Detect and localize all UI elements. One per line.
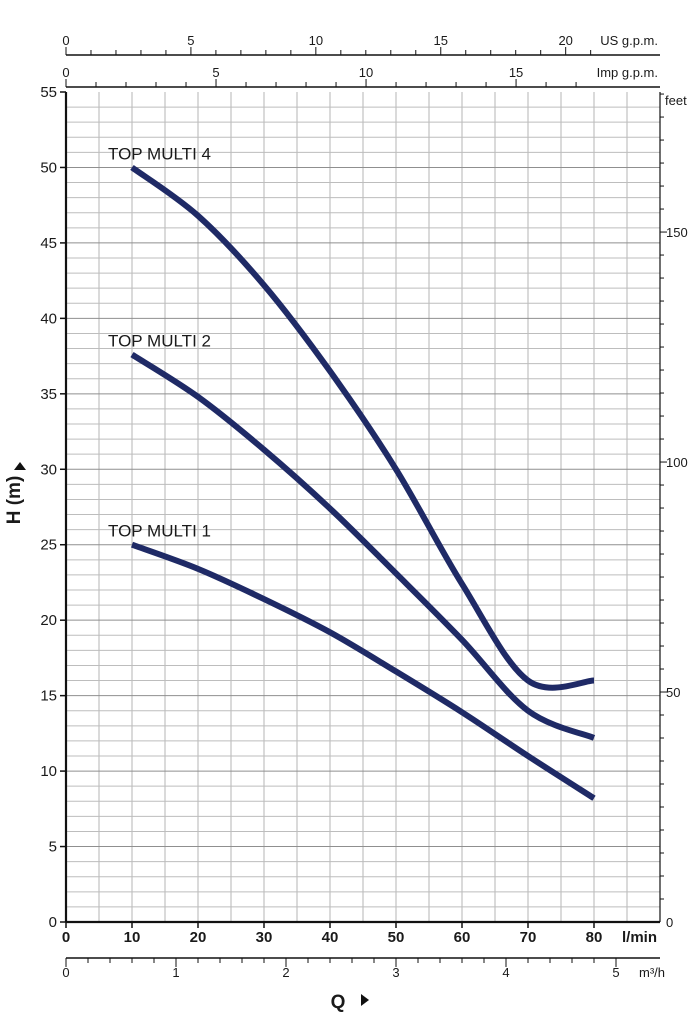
x-unit-label: l/min	[622, 929, 657, 946]
series-line-top-multi-4	[130, 165, 595, 691]
y-tick-label: 40	[40, 310, 57, 327]
x-tick-label: 0	[62, 929, 70, 946]
x-tick-label: 10	[124, 929, 141, 946]
y-tick-label: 50	[40, 159, 57, 176]
m3h-label: 4	[502, 965, 509, 980]
m3h-label: 5	[612, 965, 619, 980]
x-tick-label: 80	[586, 929, 603, 946]
x-tick-label: 60	[454, 929, 471, 946]
us-gpm-label: 0	[62, 33, 69, 48]
m3h-label: 1	[172, 965, 179, 980]
y-tick-label: 30	[40, 461, 57, 478]
y-tick-label: 15	[40, 688, 57, 705]
axes	[60, 47, 667, 967]
y-tick-label: 10	[40, 763, 57, 780]
y-tick-label: 45	[40, 235, 57, 252]
curves	[130, 165, 596, 801]
series-line-top-multi-1	[130, 541, 596, 801]
x-tick-label: 50	[388, 929, 405, 946]
y-tick-label: 35	[40, 386, 57, 403]
imp-gpm-label: 0	[62, 65, 69, 80]
m3h-label: 0	[62, 965, 69, 980]
right-axis-label: 50	[666, 685, 680, 700]
y-tick-label: 55	[40, 84, 57, 101]
imp-gpm-label: 5	[212, 65, 219, 80]
right-axis-label: 100	[666, 455, 688, 470]
series-label-top-multi-1: TOP MULTI 1	[108, 522, 211, 541]
series-line-top-multi-2	[130, 352, 596, 741]
right-axis-label: 150	[666, 225, 688, 240]
grid	[66, 92, 660, 922]
y-axis-title: H (m)	[4, 476, 25, 525]
series-label-top-multi-4: TOP MULTI 4	[108, 144, 211, 163]
us-gpm-label: 5	[187, 33, 194, 48]
m3h-label: 3	[392, 965, 399, 980]
y-tick-label: 5	[49, 839, 57, 856]
y-axis-arrow-icon	[14, 462, 26, 470]
imp-gpm-label: 10	[359, 65, 373, 80]
us-gpm-label: 20	[558, 33, 572, 48]
x-tick-label: 70	[520, 929, 537, 946]
m3h-unit: m³/h	[639, 965, 665, 980]
m3h-label: 2	[282, 965, 289, 980]
series-label-top-multi-2: TOP MULTI 2	[108, 332, 211, 351]
x-axis-arrow-icon	[361, 994, 369, 1006]
us-gpm-label: 15	[434, 33, 448, 48]
x-axis-title: Q	[331, 992, 346, 1013]
us-gpm-label: 10	[309, 33, 323, 48]
x-tick-label: 20	[190, 929, 207, 946]
y-tick-label: 20	[40, 612, 57, 629]
imp-gpm-label: 15	[509, 65, 523, 80]
us-gpm-unit: US g.p.m.	[600, 33, 658, 48]
x-tick-label: 40	[322, 929, 339, 946]
right-axis-unit: feet	[665, 93, 687, 108]
x-tick-label: 30	[256, 929, 273, 946]
y-tick-label: 0	[49, 914, 57, 931]
right-axis-label: 0	[666, 915, 673, 930]
y-tick-label: 25	[40, 537, 57, 554]
imp-gpm-unit: Imp g.p.m.	[597, 65, 658, 80]
